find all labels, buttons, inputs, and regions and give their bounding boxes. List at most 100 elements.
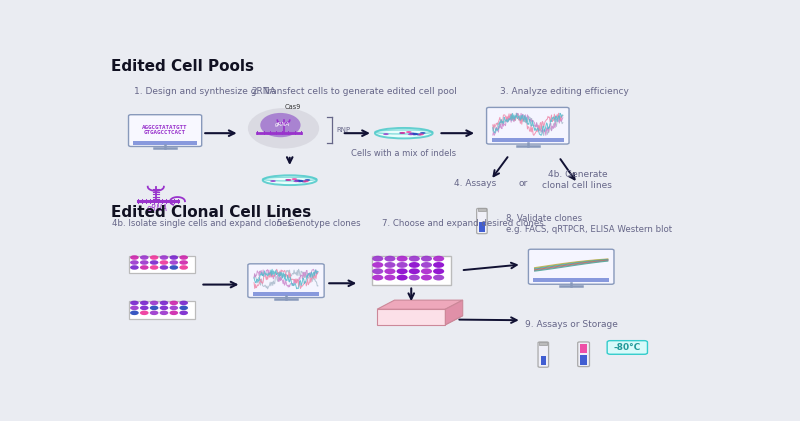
Bar xyxy=(478,208,486,211)
Circle shape xyxy=(160,260,168,265)
Circle shape xyxy=(160,306,168,310)
Text: Cas9: Cas9 xyxy=(285,104,301,109)
Ellipse shape xyxy=(410,133,415,134)
Circle shape xyxy=(140,255,149,260)
Bar xyxy=(580,344,587,353)
Ellipse shape xyxy=(383,133,389,135)
Polygon shape xyxy=(377,309,446,325)
Circle shape xyxy=(179,265,188,270)
Circle shape xyxy=(150,306,158,310)
Bar xyxy=(253,292,319,296)
FancyBboxPatch shape xyxy=(578,342,590,367)
Polygon shape xyxy=(377,316,462,325)
Text: gRNA: gRNA xyxy=(146,204,168,213)
FancyBboxPatch shape xyxy=(529,249,614,284)
Bar xyxy=(371,256,451,285)
Ellipse shape xyxy=(248,108,319,149)
Ellipse shape xyxy=(286,179,291,181)
Text: Cells with a mix of indels: Cells with a mix of indels xyxy=(351,149,456,158)
Circle shape xyxy=(130,311,138,315)
Bar xyxy=(491,138,564,142)
Circle shape xyxy=(397,256,408,261)
Circle shape xyxy=(170,255,178,260)
Text: GTGAGCCTCACT: GTGAGCCTCACT xyxy=(144,130,186,135)
Text: 3. Analyze editing efficiency: 3. Analyze editing efficiency xyxy=(500,87,629,96)
Ellipse shape xyxy=(408,133,414,135)
Circle shape xyxy=(179,301,188,305)
Circle shape xyxy=(409,268,420,274)
Ellipse shape xyxy=(303,180,309,182)
Ellipse shape xyxy=(301,181,306,182)
Circle shape xyxy=(421,274,432,280)
Circle shape xyxy=(160,311,168,315)
Circle shape xyxy=(433,268,444,274)
Circle shape xyxy=(130,306,138,310)
Ellipse shape xyxy=(295,179,301,181)
FancyBboxPatch shape xyxy=(486,107,569,144)
Bar xyxy=(479,222,485,232)
Bar xyxy=(539,342,547,344)
Text: 8. Validate clones
e.g. FACS, qRTPCR, ELISA Western blot: 8. Validate clones e.g. FACS, qRTPCR, EL… xyxy=(506,214,672,234)
Circle shape xyxy=(140,306,149,310)
Text: or: or xyxy=(518,179,527,188)
Circle shape xyxy=(130,255,138,260)
Text: 4b. Generate
clonal cell lines: 4b. Generate clonal cell lines xyxy=(542,171,612,190)
Ellipse shape xyxy=(260,113,301,137)
Circle shape xyxy=(160,301,168,305)
Circle shape xyxy=(397,274,408,280)
Ellipse shape xyxy=(412,133,418,135)
Bar xyxy=(580,355,587,365)
Circle shape xyxy=(409,256,420,261)
Bar xyxy=(134,141,197,144)
Circle shape xyxy=(384,274,395,280)
Ellipse shape xyxy=(262,175,317,185)
FancyBboxPatch shape xyxy=(477,208,487,234)
Circle shape xyxy=(170,311,178,315)
Circle shape xyxy=(372,274,383,280)
FancyBboxPatch shape xyxy=(129,115,202,147)
Ellipse shape xyxy=(298,180,303,182)
Bar xyxy=(534,278,609,282)
Circle shape xyxy=(384,256,395,261)
FancyBboxPatch shape xyxy=(538,342,549,367)
Circle shape xyxy=(130,301,138,305)
Circle shape xyxy=(179,255,188,260)
Circle shape xyxy=(397,268,408,274)
Circle shape xyxy=(170,265,178,270)
Circle shape xyxy=(384,262,395,268)
Circle shape xyxy=(150,311,158,315)
Bar xyxy=(541,356,546,365)
Circle shape xyxy=(170,301,178,305)
Circle shape xyxy=(170,306,178,310)
Circle shape xyxy=(140,301,149,305)
Circle shape xyxy=(433,256,444,261)
Ellipse shape xyxy=(400,132,406,134)
Circle shape xyxy=(130,260,138,265)
Bar xyxy=(130,256,194,273)
Ellipse shape xyxy=(270,180,276,182)
Circle shape xyxy=(421,256,432,261)
Text: AGGCGTATATGTT: AGGCGTATATGTT xyxy=(142,125,188,130)
Circle shape xyxy=(170,260,178,265)
Text: 7. Choose and expand desired clones: 7. Choose and expand desired clones xyxy=(382,219,544,229)
Ellipse shape xyxy=(416,133,422,136)
FancyBboxPatch shape xyxy=(607,341,647,354)
Text: RNP: RNP xyxy=(337,127,351,133)
Circle shape xyxy=(409,274,420,280)
Ellipse shape xyxy=(305,179,310,181)
Circle shape xyxy=(372,262,383,268)
Text: 1. Design and synthesize gRNA: 1. Design and synthesize gRNA xyxy=(134,87,276,96)
Circle shape xyxy=(150,265,158,270)
Circle shape xyxy=(409,262,420,268)
Circle shape xyxy=(160,255,168,260)
Ellipse shape xyxy=(412,133,418,135)
Text: 5. Genotype clones: 5. Genotype clones xyxy=(277,219,360,229)
Bar xyxy=(130,301,194,319)
Circle shape xyxy=(150,260,158,265)
Circle shape xyxy=(397,262,408,268)
Circle shape xyxy=(150,255,158,260)
Circle shape xyxy=(160,265,168,270)
Circle shape xyxy=(384,268,395,274)
Ellipse shape xyxy=(406,131,411,133)
Text: Edited Cell Pools: Edited Cell Pools xyxy=(111,59,254,74)
